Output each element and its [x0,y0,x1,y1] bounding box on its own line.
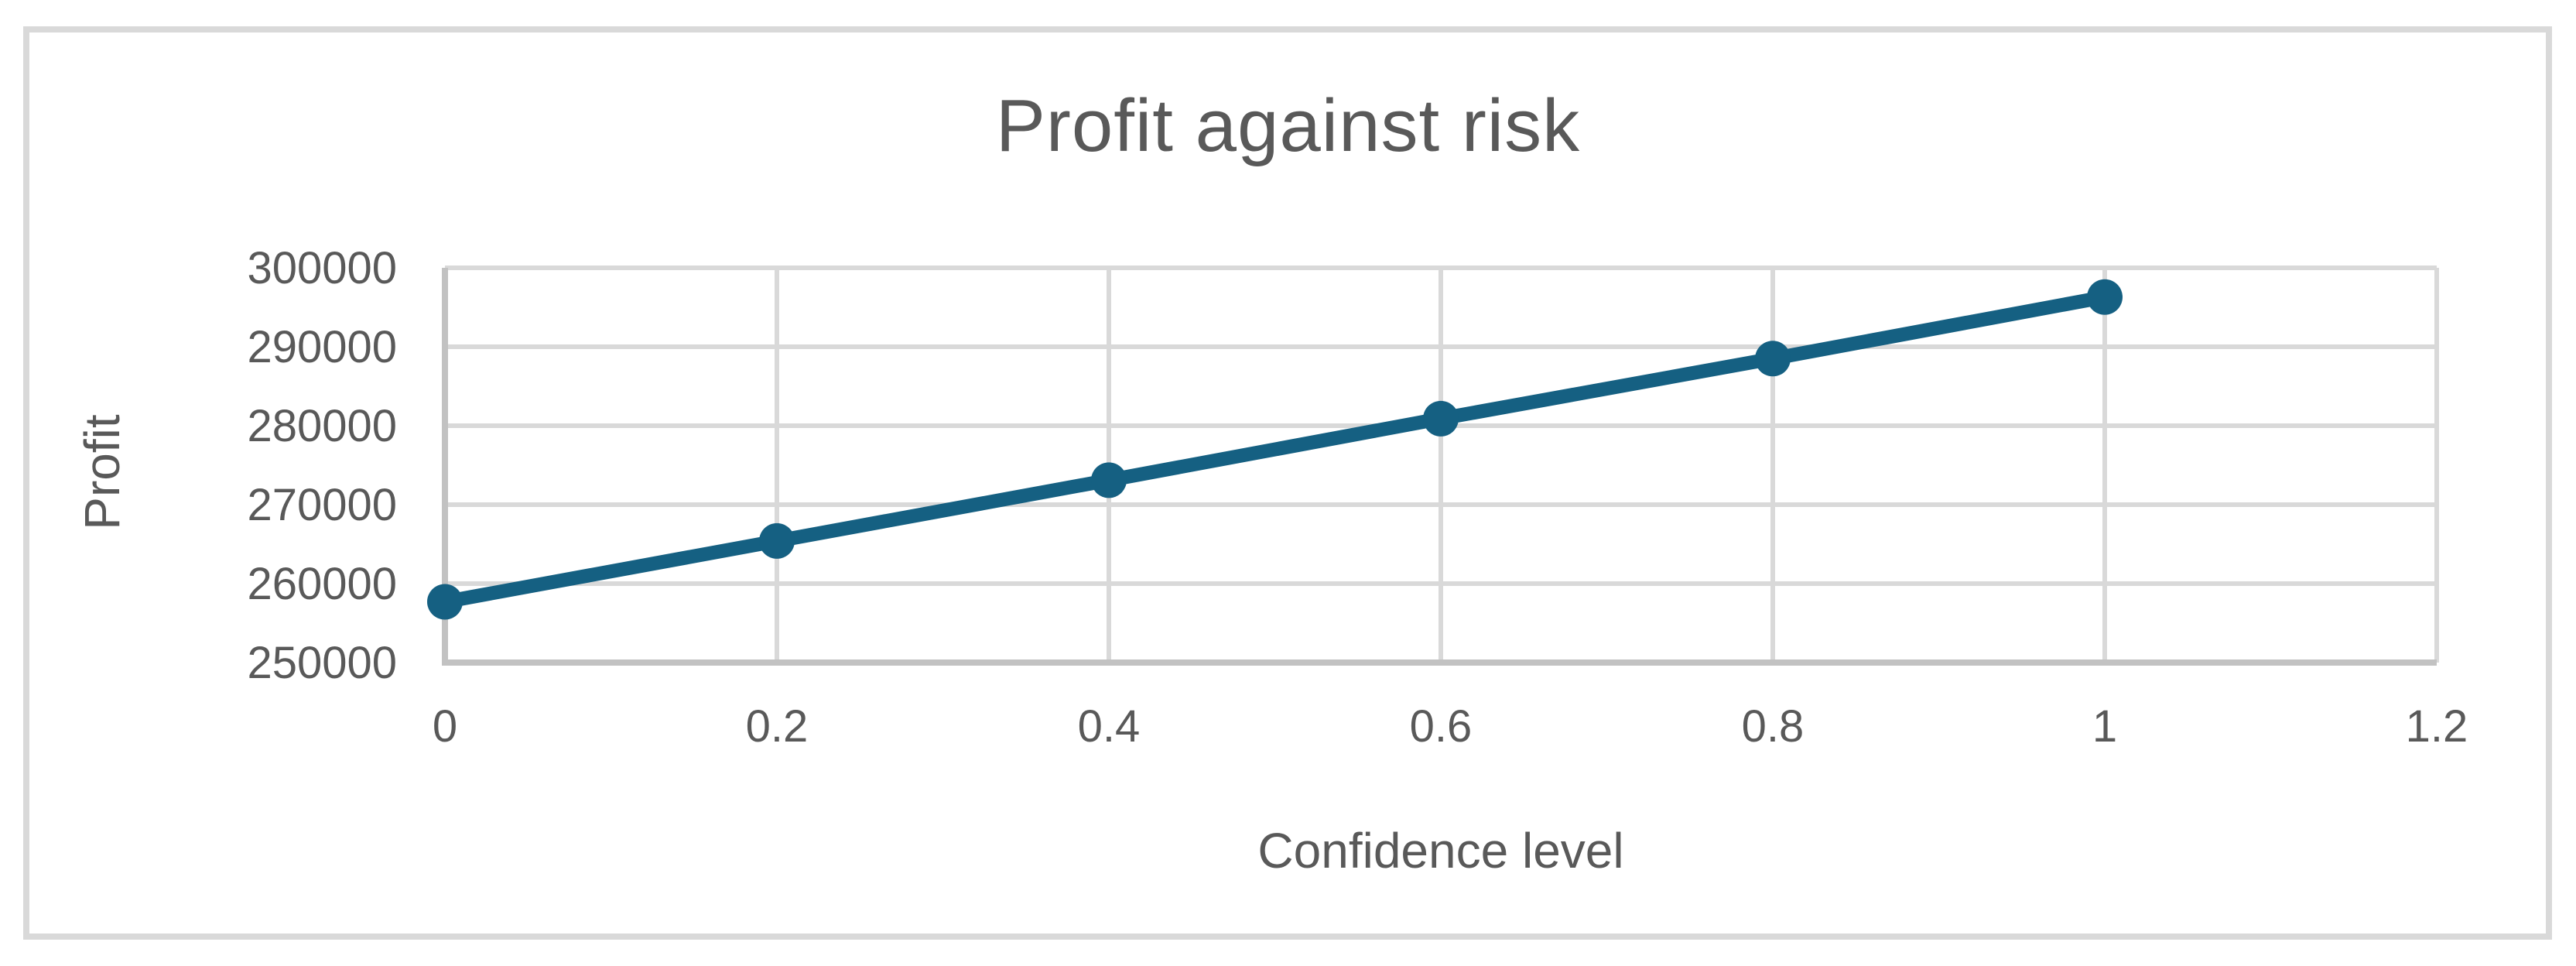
data-point-marker [1755,341,1791,377]
x-tick-label: 0.6 [1410,701,1473,752]
x-tick-label: 0.4 [1078,701,1141,752]
profit-series [427,279,2123,620]
data-point-marker [427,584,463,620]
y-tick-label: 260000 [247,559,397,609]
data-point-marker [1423,400,1459,437]
x-axis-title: Confidence level [1257,823,1624,879]
x-tick-label: 0.2 [746,701,809,752]
y-tick-labels: 250000 260000 270000 280000 290000 300000 [247,243,397,688]
y-tick-label: 300000 [247,243,397,293]
y-tick-label: 270000 [247,480,397,530]
data-point-marker [1091,462,1127,498]
data-point-marker [2087,279,2123,315]
x-tick-label: 0.8 [1742,701,1805,752]
x-tick-label: 1.2 [2406,701,2468,752]
profit-line [438,289,2112,609]
chart-title: Profit against risk [995,84,1581,167]
y-tick-label: 280000 [247,401,397,451]
y-tick-label: 250000 [247,638,397,688]
y-tick-label: 290000 [247,322,397,372]
data-point-marker [759,522,795,559]
x-tick-labels: 0 0.2 0.4 0.6 0.8 1 1.2 [433,701,2468,752]
gridlines [443,265,2439,665]
x-tick-label: 1 [2092,701,2117,752]
x-tick-label: 0 [433,701,457,752]
